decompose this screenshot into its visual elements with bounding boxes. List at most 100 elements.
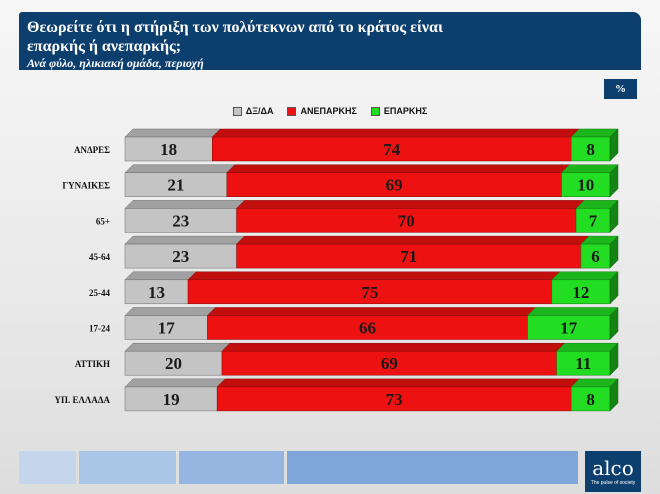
data-label-sufficient: 8 — [586, 390, 595, 409]
footer-segment-2 — [79, 451, 176, 484]
bar-top-insufficient — [235, 200, 585, 209]
bar-side — [609, 342, 619, 376]
category-label: 65+ — [96, 216, 110, 226]
data-label-dk: 23 — [172, 211, 189, 230]
bar-top-dk — [124, 235, 246, 245]
data-label-dk: 21 — [167, 176, 184, 195]
data-label-sufficient: 6 — [591, 247, 600, 266]
bar-segment-sufficient — [561, 172, 611, 197]
data-label-dk: 17 — [158, 319, 176, 338]
bar-side — [609, 378, 619, 412]
bar-top-insufficient — [206, 307, 537, 316]
data-label-sufficient: 17 — [560, 319, 578, 338]
footer-segment-1 — [19, 451, 76, 484]
bar-top-dk — [124, 164, 236, 173]
bar-segment-sufficient — [527, 315, 611, 340]
bar-top-sufficient — [526, 307, 619, 316]
bar-segment-sufficient — [551, 279, 611, 305]
legend-swatch-dk — [232, 106, 242, 116]
bar-top-insufficient — [221, 342, 566, 352]
footer-bar — [19, 451, 641, 484]
bar-segment-insufficient — [187, 279, 553, 305]
category-label: ΑΝΔΡΕΣ — [74, 145, 110, 155]
data-label-insufficient: 74 — [383, 140, 401, 159]
data-label-dk: 19 — [163, 390, 180, 409]
footer-segment-4 — [287, 451, 578, 484]
category-label: 17-24 — [89, 324, 110, 334]
bar-side — [609, 128, 619, 162]
data-label-sufficient: 11 — [575, 354, 591, 373]
bar-side — [609, 164, 619, 198]
legend-label-sufficient: ΕΠΑΡΚΗΣ — [383, 106, 428, 116]
bar-side — [609, 271, 619, 305]
data-label-dk: 20 — [165, 354, 182, 373]
header-banner: Θεωρείτε ότι η στήριξη των πολύτεκνων απ… — [19, 12, 641, 70]
bar-segment-insufficient — [212, 136, 572, 162]
bar-segment-dk — [124, 279, 189, 305]
bar-segment-insufficient — [236, 243, 582, 269]
bar-segment-dk — [124, 315, 208, 340]
bar-segment-insufficient — [216, 386, 572, 412]
bar-segment-insufficient — [207, 315, 528, 340]
chart-subtitle: Ανά φύλο, ηλικιακή ομάδα, περιοχή — [27, 56, 204, 70]
data-label-insufficient: 73 — [386, 390, 403, 409]
bar-top-insufficient — [235, 235, 590, 245]
data-label-insufficient: 69 — [381, 354, 398, 373]
data-label-sufficient: 12 — [572, 283, 589, 302]
bar-side — [609, 306, 619, 341]
bar-top-insufficient — [187, 271, 561, 281]
bar-segment-dk — [124, 350, 223, 376]
bar-top-dk — [124, 200, 246, 209]
logo-tagline: The pulse of society — [590, 480, 636, 486]
bar-top-dk — [124, 307, 217, 316]
bar-top-sufficient — [551, 271, 619, 281]
bar-top-insufficient — [226, 164, 571, 173]
legend-swatch-insufficient — [287, 106, 297, 116]
legend-item-dk: ΔΞ/ΔΑ — [232, 106, 274, 116]
data-label-sufficient: 10 — [577, 176, 594, 195]
data-label-insufficient: 71 — [400, 247, 417, 266]
bar-side — [609, 235, 619, 269]
bar-top-dk — [124, 128, 221, 138]
alco-logo: alco The pulse of society — [585, 451, 641, 492]
category-label: 45-64 — [89, 252, 110, 262]
bar-segment-dk — [124, 386, 218, 412]
unit-badge: % — [604, 79, 637, 99]
category-label: ΥΠ. ΕΛΛΑΔΑ — [54, 395, 110, 405]
bar-segment-dk — [124, 136, 213, 162]
bar-segment-insufficient — [226, 172, 562, 197]
legend-swatch-sufficient — [370, 106, 380, 116]
data-label-insufficient: 66 — [359, 319, 376, 338]
data-label-insufficient: 70 — [398, 211, 415, 230]
legend-label-dk: ΔΞ/ΔΑ — [245, 106, 274, 116]
bar-top-sufficient — [556, 342, 619, 352]
bar-top-sufficient — [560, 164, 619, 173]
category-label: ΓΥΝΑΙΚΕΣ — [62, 181, 110, 191]
bar-segment-dk — [124, 208, 237, 233]
bar-segment-insufficient — [236, 208, 577, 233]
data-label-dk: 23 — [172, 247, 189, 266]
data-label-sufficient: 7 — [589, 211, 598, 230]
bar-top-insufficient — [211, 128, 580, 138]
data-label-sufficient: 8 — [586, 140, 595, 159]
data-label-dk: 18 — [160, 140, 177, 159]
legend-label-insufficient: ΑΝΕΠΑΡΚΗΣ — [300, 106, 357, 116]
logo-brand: alco — [592, 456, 634, 480]
bar-top-insufficient — [216, 378, 580, 388]
legend: ΔΞ/ΔΑ ΑΝΕΠΑΡΚΗΣ ΕΠΑΡΚΗΣ — [0, 106, 660, 116]
legend-item-insufficient: ΑΝΕΠΑΡΚΗΣ — [287, 106, 357, 116]
data-label-insufficient: 75 — [361, 283, 378, 302]
bar-top-dk — [124, 378, 226, 388]
bar-segment-sufficient — [556, 350, 611, 376]
bar-segment-dk — [124, 243, 237, 269]
bar-top-dk — [124, 271, 197, 281]
bar-side — [609, 199, 619, 234]
category-label: ΑΤΤΙΚΗ — [75, 359, 110, 369]
data-label-insufficient: 69 — [386, 176, 403, 195]
bar-segment-insufficient — [221, 350, 557, 376]
bar-top-dk — [124, 342, 231, 352]
legend-item-sufficient: ΕΠΑΡΚΗΣ — [370, 106, 428, 116]
category-label: 25-44 — [89, 288, 110, 298]
